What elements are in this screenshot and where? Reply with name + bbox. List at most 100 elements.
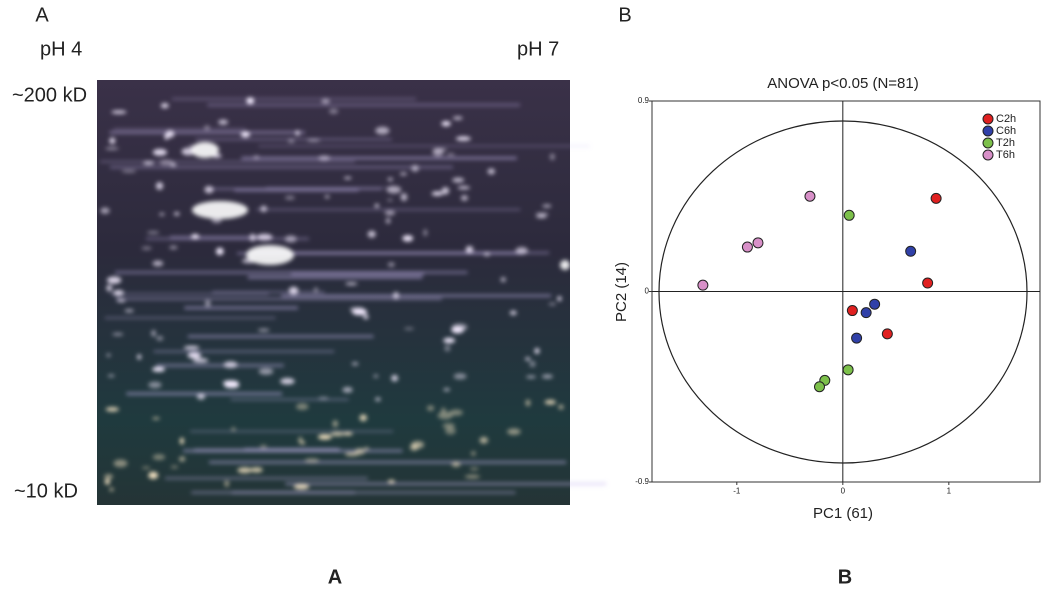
gel-spot bbox=[541, 374, 554, 379]
gel-spot bbox=[444, 345, 451, 352]
gel-spot bbox=[204, 186, 214, 194]
gel-spot bbox=[179, 437, 184, 445]
legend-marker bbox=[982, 113, 994, 125]
gel-spot bbox=[384, 210, 396, 216]
gel-spot bbox=[443, 337, 456, 344]
gel-streak bbox=[164, 477, 368, 480]
gel-spot bbox=[143, 160, 155, 165]
gel-spot bbox=[124, 309, 134, 313]
gel-spot bbox=[446, 153, 455, 156]
gel-spot bbox=[387, 199, 393, 202]
gel-spot bbox=[324, 195, 330, 199]
gel-spot bbox=[359, 414, 368, 422]
gel-spot bbox=[159, 212, 165, 216]
gel-spot bbox=[466, 245, 474, 254]
gel-label: ~10 kD bbox=[14, 480, 78, 502]
gel-spot bbox=[160, 103, 169, 109]
point bbox=[860, 307, 872, 319]
gel-spot bbox=[342, 387, 353, 393]
gel-spot bbox=[191, 142, 219, 158]
legend-label: T6h bbox=[996, 149, 1015, 161]
gel-spot bbox=[317, 434, 332, 440]
gel-spot bbox=[204, 125, 210, 131]
gel-spot bbox=[224, 480, 230, 487]
gel-spot bbox=[455, 136, 471, 141]
gel-spot bbox=[525, 357, 531, 361]
gel-streak bbox=[256, 208, 521, 211]
x-tick-label: -1 bbox=[733, 487, 741, 496]
gel-spot bbox=[535, 215, 548, 218]
gel-spot bbox=[250, 467, 263, 473]
gel-spot bbox=[487, 168, 496, 175]
gel-streak bbox=[153, 350, 335, 353]
gel-streak bbox=[156, 363, 284, 368]
gel-spot bbox=[373, 374, 379, 378]
gel-spot bbox=[106, 353, 111, 357]
gel-spot bbox=[288, 286, 299, 295]
gel-spot bbox=[179, 456, 186, 462]
gel-spot bbox=[104, 473, 114, 480]
gel-spot bbox=[457, 186, 470, 190]
x-tick-label: 0 bbox=[841, 487, 846, 496]
gel-label: pH 4 bbox=[40, 38, 82, 60]
gel-spot bbox=[223, 361, 238, 369]
gel-spot bbox=[443, 388, 451, 392]
gel-spot bbox=[141, 466, 151, 470]
gel-spot bbox=[187, 352, 202, 359]
gel-spot bbox=[343, 176, 352, 180]
point bbox=[922, 277, 934, 289]
gel-spot bbox=[441, 120, 451, 127]
gel-spot bbox=[205, 299, 211, 307]
gel-spot bbox=[169, 245, 178, 250]
gel-spot bbox=[470, 451, 476, 456]
gel-streak bbox=[247, 275, 423, 279]
gel-spot bbox=[354, 448, 366, 455]
panel-caption: A bbox=[328, 566, 342, 588]
gel-spot bbox=[148, 471, 159, 480]
gel-spot bbox=[106, 284, 113, 292]
y-tick-label: -0.9 bbox=[635, 477, 649, 486]
gel-streak bbox=[184, 306, 298, 310]
gel-streak bbox=[209, 460, 567, 464]
gel-spot bbox=[442, 422, 455, 429]
gel-spot bbox=[386, 185, 402, 194]
gel-spot bbox=[452, 177, 465, 183]
gel-spot bbox=[507, 428, 521, 435]
gel-streak bbox=[241, 156, 517, 160]
gel-spot bbox=[393, 291, 399, 300]
gel-streak bbox=[258, 145, 590, 148]
gel-spot bbox=[437, 411, 453, 420]
gel-spot bbox=[284, 235, 297, 243]
gel-streak bbox=[126, 392, 283, 396]
gel-spot bbox=[218, 119, 229, 125]
gel-spot bbox=[451, 461, 461, 467]
gel-spot bbox=[137, 354, 142, 360]
gel-spot bbox=[155, 181, 164, 190]
gel-spot bbox=[280, 378, 295, 385]
gel-spot bbox=[544, 399, 556, 405]
gel-spot bbox=[183, 346, 200, 350]
gel-spot bbox=[399, 172, 407, 176]
gel-spot bbox=[147, 231, 160, 235]
gel-spot bbox=[449, 409, 463, 416]
gel-streak bbox=[100, 160, 355, 163]
gel-spot bbox=[542, 204, 552, 208]
gel-spot bbox=[391, 374, 399, 382]
gel-spot bbox=[431, 191, 444, 196]
gel-spot bbox=[426, 405, 435, 411]
gel-spot bbox=[111, 110, 127, 114]
gel-spot bbox=[411, 440, 425, 449]
gel-spot bbox=[363, 447, 369, 451]
gel-spot bbox=[526, 375, 536, 379]
gel-spot bbox=[287, 138, 295, 144]
legend-marker bbox=[982, 149, 994, 161]
gel-spot bbox=[345, 282, 358, 286]
gel-spot bbox=[451, 326, 464, 334]
gel-spot bbox=[260, 205, 268, 213]
gel-streak bbox=[244, 447, 339, 451]
gel-spot bbox=[344, 452, 359, 457]
gel-spot bbox=[304, 458, 320, 463]
gel-spot bbox=[105, 147, 119, 150]
legend-marker bbox=[982, 125, 994, 137]
gel-spot bbox=[293, 483, 310, 490]
